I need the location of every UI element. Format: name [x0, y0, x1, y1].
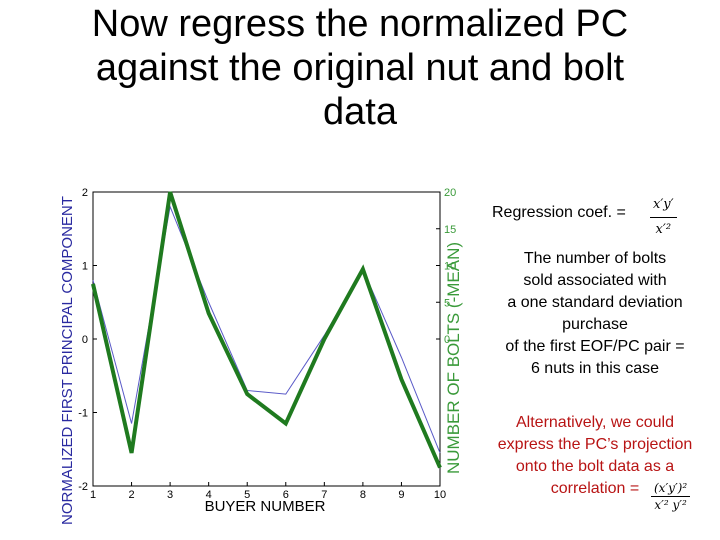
- left-tick-group: 2 1 0 -1 -2: [78, 187, 97, 493]
- regression-formula-denominator: x′²: [655, 222, 672, 237]
- pc-series-line: [91, 191, 442, 469]
- x-tick-label: 3: [167, 489, 173, 501]
- left-tick-label: 2: [82, 187, 88, 199]
- bolts-explanation: The number of bolts sold associated with…: [505, 250, 685, 377]
- x-tick-label: 4: [206, 489, 212, 501]
- right-tick-label: 20: [444, 187, 456, 199]
- series-group: [91, 191, 442, 469]
- regression-coef-label: Regression coef. =: [492, 204, 626, 221]
- correlation-explanation: Alternatively, we could express the PC’s…: [497, 414, 693, 497]
- left-tick-label: 1: [82, 261, 88, 273]
- left-tick-label: 0: [82, 334, 88, 346]
- right-tick-label: 10: [444, 261, 456, 273]
- correlation-formula-numerator: (x′y′)²: [651, 481, 691, 497]
- x-tick-label: 8: [360, 489, 366, 501]
- right-axis-label: NUMBER OF BOLTS (-MEAN): [444, 242, 463, 474]
- left-tick-label: -1: [78, 408, 88, 420]
- regression-formula: x′y′ x′²: [650, 194, 677, 241]
- left-axis-label: NORMALIZED FIRST PRINCIPAL COMPONENT: [59, 196, 76, 525]
- right-tick-label: 15: [444, 224, 456, 236]
- right-tick-group: 20 15 10 5 0: [436, 187, 456, 346]
- x-tick-label: 1: [90, 489, 96, 501]
- correlation-formula-denominator: x′² y′²: [654, 498, 687, 512]
- x-axis-label: BUYER NUMBER: [205, 498, 326, 515]
- x-tick-label: 2: [128, 489, 134, 501]
- x-tick-label: 7: [321, 489, 327, 501]
- slide-title: Now regress the normalized PC against th…: [91, 3, 629, 133]
- x-tick-label: 6: [283, 489, 289, 501]
- x-tick-label: 5: [244, 489, 250, 501]
- plot-frame: [92, 191, 441, 487]
- correlation-formula: (x′y′)² x′² y′²: [651, 481, 691, 512]
- x-tick-group: 1 2 3 4 5 6 7 8 9 10: [90, 482, 446, 501]
- x-tick-label: 10: [434, 489, 446, 501]
- right-tick-label: 0: [444, 334, 450, 346]
- x-tick-label: 9: [398, 489, 404, 501]
- regression-formula-numerator: x′y′: [650, 194, 677, 218]
- left-tick-label: -2: [78, 481, 88, 493]
- right-tick-label: 5: [444, 297, 450, 309]
